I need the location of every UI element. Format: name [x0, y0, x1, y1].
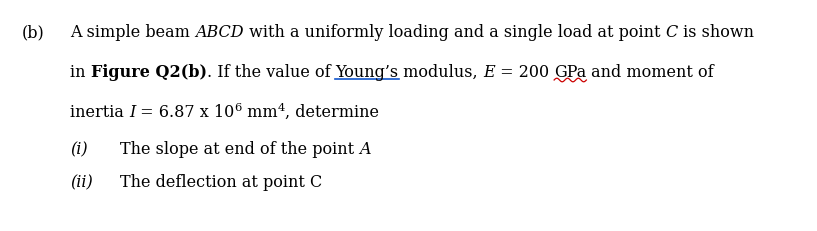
Text: (b): (b) [22, 24, 45, 41]
Text: inertia: inertia [70, 103, 129, 121]
Text: E: E [483, 64, 495, 81]
Text: mm: mm [242, 103, 278, 121]
Text: C: C [665, 24, 677, 41]
Text: . If the value of: . If the value of [207, 64, 335, 81]
Text: with a uniformly loading and a single load at point: with a uniformly loading and a single lo… [243, 24, 665, 41]
Text: Figure Q2(b): Figure Q2(b) [91, 64, 207, 81]
Text: GPa: GPa [554, 64, 587, 81]
Text: = 200: = 200 [495, 64, 554, 81]
Text: A simple beam: A simple beam [70, 24, 195, 41]
Text: = 6.87 x 10: = 6.87 x 10 [136, 103, 234, 121]
Text: A: A [359, 140, 371, 157]
Text: The slope at end of the point: The slope at end of the point [120, 140, 359, 157]
Text: and moment of: and moment of [587, 64, 714, 81]
Text: in: in [70, 64, 91, 81]
Text: , determine: , determine [285, 103, 379, 121]
Text: Young’s: Young’s [335, 64, 399, 81]
Text: ABCD: ABCD [195, 24, 243, 41]
Text: is shown: is shown [677, 24, 753, 41]
Text: (i): (i) [70, 140, 87, 157]
Text: The deflection at point C: The deflection at point C [120, 173, 322, 190]
Text: (ii): (ii) [70, 173, 93, 190]
Text: I: I [129, 103, 136, 121]
Text: 4: 4 [278, 102, 285, 112]
Text: modulus,: modulus, [399, 64, 483, 81]
Text: 6: 6 [234, 102, 242, 112]
